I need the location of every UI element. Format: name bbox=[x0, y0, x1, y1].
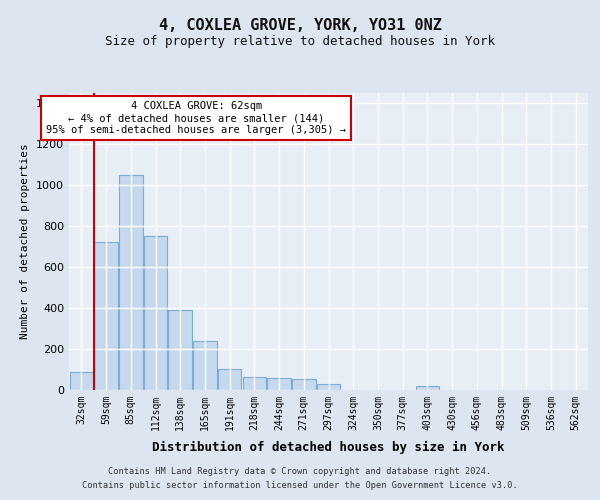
Bar bbox=[242, 376, 266, 390]
Bar bbox=[94, 242, 118, 390]
Text: Contains HM Land Registry data © Crown copyright and database right 2024.: Contains HM Land Registry data © Crown c… bbox=[109, 467, 491, 476]
Bar bbox=[268, 378, 291, 390]
Bar bbox=[119, 174, 143, 390]
Text: Size of property relative to detached houses in York: Size of property relative to detached ho… bbox=[105, 35, 495, 48]
Bar bbox=[169, 310, 192, 390]
Text: 4 COXLEA GROVE: 62sqm
← 4% of detached houses are smaller (144)
95% of semi-deta: 4 COXLEA GROVE: 62sqm ← 4% of detached h… bbox=[46, 102, 346, 134]
Bar bbox=[144, 236, 167, 390]
Bar bbox=[193, 341, 217, 390]
Bar bbox=[317, 384, 340, 390]
Y-axis label: Number of detached properties: Number of detached properties bbox=[20, 144, 31, 339]
Text: 4, COXLEA GROVE, YORK, YO31 0NZ: 4, COXLEA GROVE, YORK, YO31 0NZ bbox=[158, 18, 442, 32]
X-axis label: Distribution of detached houses by size in York: Distribution of detached houses by size … bbox=[152, 441, 505, 454]
Bar bbox=[416, 386, 439, 390]
Bar bbox=[218, 370, 241, 390]
Bar bbox=[70, 372, 93, 390]
Bar bbox=[292, 378, 316, 390]
Text: Contains public sector information licensed under the Open Government Licence v3: Contains public sector information licen… bbox=[82, 481, 518, 490]
